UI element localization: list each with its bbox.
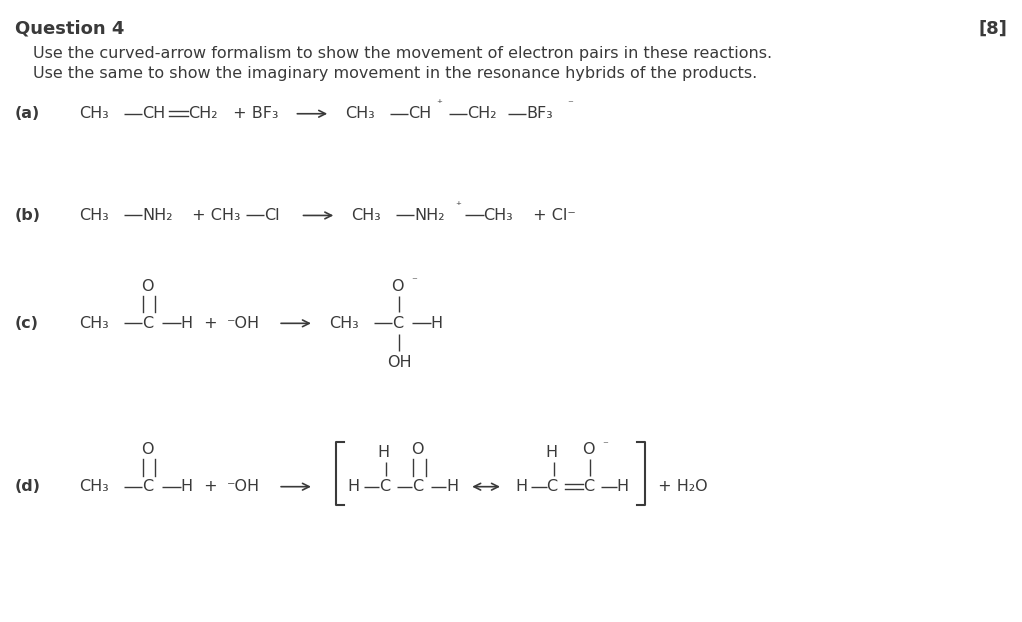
Text: + BF₃: + BF₃ xyxy=(229,106,279,121)
Text: ⁻OH: ⁻OH xyxy=(228,316,261,331)
Text: + H₂O: + H₂O xyxy=(653,479,708,494)
Text: H: H xyxy=(446,479,458,494)
Text: CH: CH xyxy=(142,106,166,121)
Text: Use the curved-arrow formalism to show the movement of electron pairs in these r: Use the curved-arrow formalism to show t… xyxy=(34,46,773,61)
Text: O: O xyxy=(412,442,424,457)
Text: (d): (d) xyxy=(15,479,41,494)
Text: C: C xyxy=(379,479,390,494)
Text: +: + xyxy=(199,316,223,331)
Text: C: C xyxy=(547,479,558,494)
Text: Cl: Cl xyxy=(264,208,280,223)
Text: [8]: [8] xyxy=(978,20,1007,38)
Text: CH₃: CH₃ xyxy=(79,208,108,223)
Text: CH₂: CH₂ xyxy=(188,106,218,121)
Text: CH₃: CH₃ xyxy=(483,208,513,223)
Text: O: O xyxy=(141,279,153,294)
Text: H: H xyxy=(515,479,527,494)
Text: +: + xyxy=(199,479,223,494)
Text: (a): (a) xyxy=(15,106,40,121)
Text: + Cl⁻: + Cl⁻ xyxy=(528,208,576,223)
Text: (b): (b) xyxy=(15,208,41,223)
Text: C: C xyxy=(413,479,423,494)
Text: H: H xyxy=(347,479,360,494)
Text: + CH₃: + CH₃ xyxy=(187,208,240,223)
Text: ⁻OH: ⁻OH xyxy=(228,479,261,494)
Text: H: H xyxy=(546,445,558,460)
Text: H: H xyxy=(181,479,193,494)
Text: C: C xyxy=(142,316,153,331)
Text: Question 4: Question 4 xyxy=(15,20,125,38)
Text: CH₃: CH₃ xyxy=(345,106,375,121)
Text: ⁻: ⁻ xyxy=(567,99,572,109)
Text: C: C xyxy=(584,479,594,494)
Text: H: H xyxy=(181,316,193,331)
Text: CH₂: CH₂ xyxy=(467,106,497,121)
Text: OH: OH xyxy=(387,355,412,369)
Text: Use the same to show the imaginary movement in the resonance hybrids of the prod: Use the same to show the imaginary movem… xyxy=(34,66,757,81)
Text: ⁻: ⁻ xyxy=(603,440,608,450)
Text: (c): (c) xyxy=(15,316,39,331)
Text: CH₃: CH₃ xyxy=(79,479,108,494)
Text: BF₃: BF₃ xyxy=(526,106,553,121)
Text: ⁺: ⁺ xyxy=(455,200,461,211)
Text: CH₃: CH₃ xyxy=(79,316,108,331)
Text: NH₂: NH₂ xyxy=(142,208,173,223)
Text: NH₂: NH₂ xyxy=(415,208,445,223)
Text: O: O xyxy=(141,442,153,457)
Text: ⁻: ⁻ xyxy=(412,276,417,286)
Text: O: O xyxy=(391,279,404,294)
Text: C: C xyxy=(142,479,153,494)
Text: CH: CH xyxy=(409,106,431,121)
Text: O: O xyxy=(583,442,595,457)
Text: CH₃: CH₃ xyxy=(329,316,359,331)
Text: C: C xyxy=(392,316,404,331)
Text: H: H xyxy=(430,316,443,331)
Text: H: H xyxy=(616,479,629,494)
Text: ⁺: ⁺ xyxy=(435,99,442,109)
Text: H: H xyxy=(378,445,390,460)
Text: CH₃: CH₃ xyxy=(79,106,108,121)
Text: CH₃: CH₃ xyxy=(352,208,381,223)
